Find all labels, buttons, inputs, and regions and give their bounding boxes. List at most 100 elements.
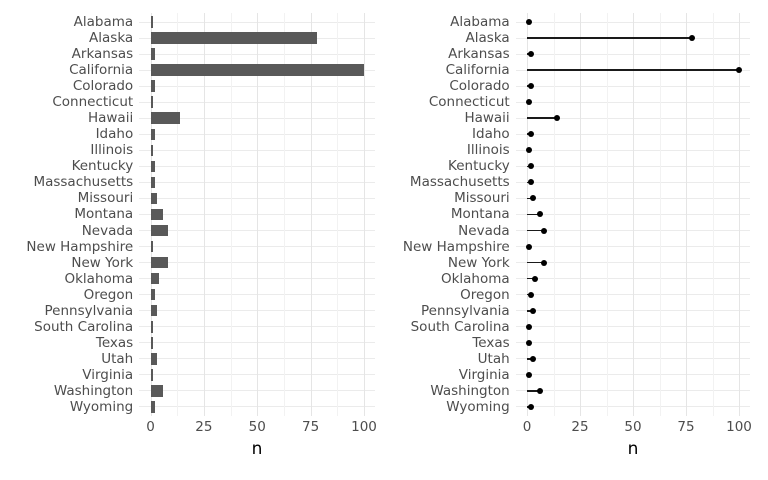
category-label: Connecticut [52, 94, 134, 111]
bar [150, 16, 153, 28]
lollipop-dot [528, 51, 535, 58]
lollipop-stick [527, 69, 739, 71]
bar [150, 64, 364, 76]
category-label: Connecticut [428, 94, 510, 111]
bar [150, 256, 168, 269]
lollipop-dot [528, 291, 535, 298]
lollipop-dot [526, 371, 533, 378]
gridline-x-major [203, 13, 205, 417]
category-label: Nevada [81, 222, 134, 239]
category-label: Arkansas [71, 46, 134, 63]
x-tick-label: 75 [677, 419, 695, 435]
lollipop-stick [527, 309, 534, 312]
category-label: Oregon [83, 286, 134, 303]
lollipop-dot [540, 259, 547, 266]
x-axis-title: n [627, 439, 639, 459]
bar [150, 80, 155, 92]
bar [150, 353, 157, 365]
gridline-x-major [686, 13, 687, 417]
category-label: Arkansas [448, 46, 510, 63]
bar [150, 272, 160, 285]
category-label: Alabama [73, 14, 134, 30]
lollipop-stick [527, 37, 693, 39]
gridline-x-major [739, 13, 740, 417]
gridline-x-major [364, 13, 365, 417]
category-label: Massachusetts [33, 174, 134, 191]
category-label: Hawaii [464, 110, 510, 127]
category-label: Alaska [89, 30, 134, 47]
lollipop-dot [530, 355, 537, 362]
lollipop-dot [528, 179, 535, 186]
category-label: Alaska [465, 30, 510, 47]
category-label: New Hampshire [26, 238, 134, 255]
category-label: Pennsylvania [44, 302, 134, 319]
lollipop-stick [527, 390, 540, 392]
lollipop-dot [530, 195, 537, 202]
category-label: Missouri [454, 190, 510, 207]
gridline-x-minor [553, 13, 555, 417]
category-label: California [445, 62, 510, 79]
category-label: Idaho [95, 126, 134, 143]
x-tick-label: 50 [624, 419, 642, 435]
bar [150, 96, 153, 108]
bar [150, 304, 157, 317]
category-label: Montana [450, 206, 510, 223]
bar [150, 32, 318, 44]
category-label: Washington [430, 382, 510, 399]
lollipop-dot [528, 163, 535, 170]
category-label: Alabama [450, 14, 510, 30]
category-label: Utah [477, 350, 510, 367]
gridline-x-major [257, 13, 259, 417]
category-label: New York [71, 254, 134, 271]
bar [150, 176, 155, 189]
lollipop-dot [526, 99, 533, 106]
category-label: Kentucky [71, 158, 134, 175]
x-tick-label: 0 [522, 419, 532, 435]
bar [150, 112, 181, 124]
bar [150, 128, 155, 141]
lollipop-dot [536, 387, 543, 394]
category-label: Texas [472, 334, 510, 351]
gridline-x-major [310, 13, 312, 417]
bar [150, 208, 164, 221]
category-label: Illinois [466, 142, 510, 159]
lollipop-stick [527, 229, 544, 232]
lollipop-dot [689, 35, 696, 42]
category-label: Virginia [458, 366, 510, 383]
category-label: Texas [95, 334, 134, 351]
lollipop-dot [526, 243, 533, 250]
x-tick-label: 100 [351, 419, 377, 435]
gridline-x-minor [606, 13, 608, 417]
lollipop-dot [736, 67, 742, 74]
category-label: Oregon [460, 286, 510, 303]
category-label: Washington [53, 382, 134, 399]
lollipop-stick [527, 277, 536, 280]
x-tick-label: 25 [195, 419, 213, 435]
x-tick-label: 50 [248, 419, 266, 435]
lollipop-dot [553, 115, 560, 122]
bar [150, 144, 153, 157]
bar [150, 224, 168, 237]
category-label: Utah [101, 350, 134, 367]
lollipop-stick [527, 197, 534, 200]
bar [150, 192, 157, 205]
x-axis-title: n [251, 439, 263, 459]
category-label: South Carolina [410, 318, 510, 335]
bar [150, 385, 164, 397]
lollipop-stick [527, 117, 557, 120]
category-label: New Hampshire [402, 238, 510, 255]
bar [150, 369, 153, 381]
category-label: Missouri [77, 190, 134, 207]
bar [150, 48, 155, 60]
gridline-x-minor [712, 13, 714, 417]
x-tick-label: 75 [302, 419, 320, 435]
bar [150, 321, 153, 333]
category-label: South Carolina [34, 318, 134, 335]
lollipop-dot [540, 227, 547, 234]
gridline-x-minor [283, 13, 285, 417]
lollipop-stick [527, 213, 540, 216]
bar [150, 240, 153, 253]
